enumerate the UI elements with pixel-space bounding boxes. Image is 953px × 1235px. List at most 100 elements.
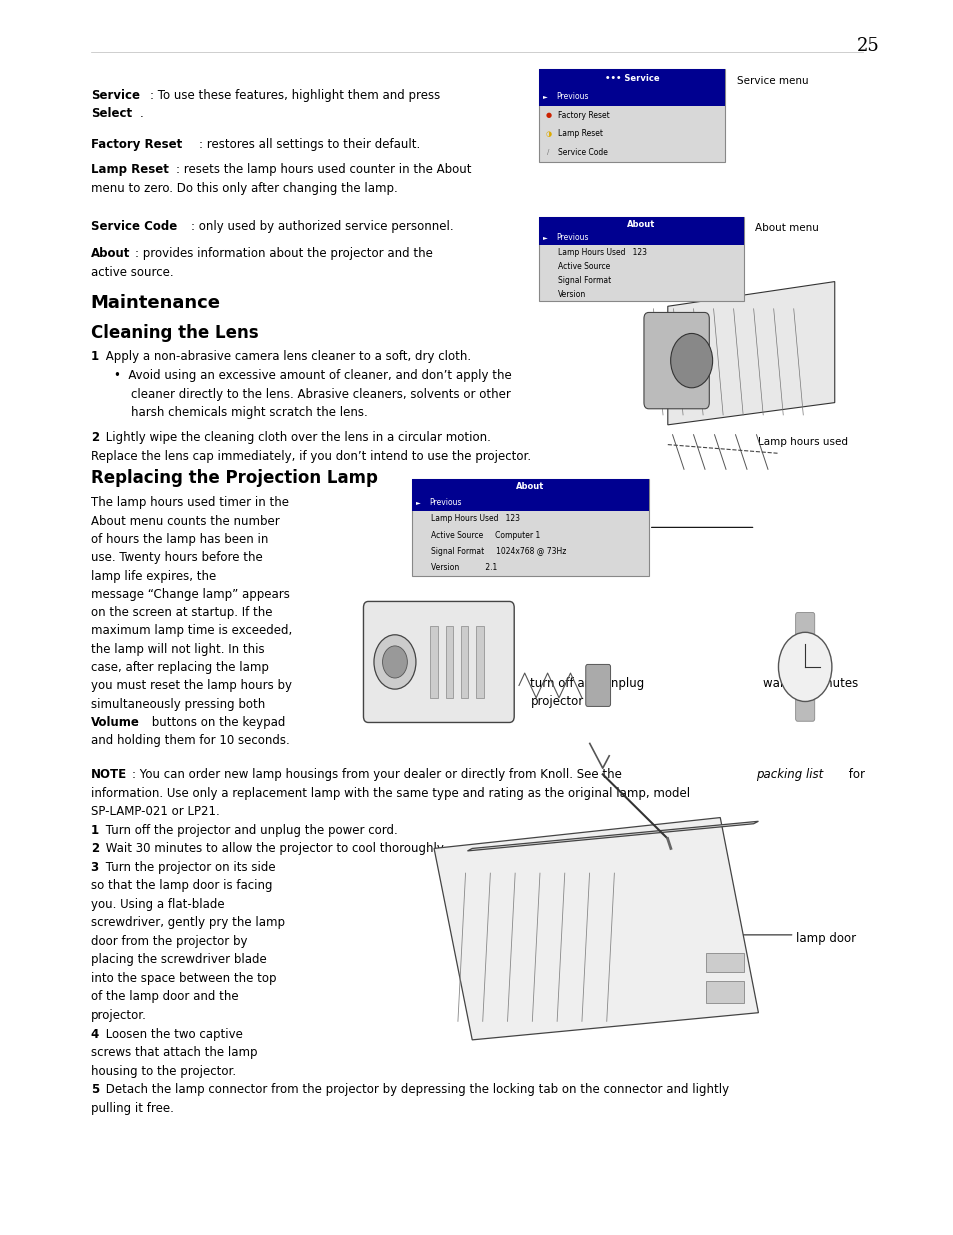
Text: Factory Reset: Factory Reset [558,110,609,120]
FancyBboxPatch shape [445,626,453,698]
Text: you must reset the lamp hours by: you must reset the lamp hours by [91,679,292,693]
Text: case, after replacing the lamp: case, after replacing the lamp [91,661,268,674]
Text: Signal Format: Signal Format [558,275,611,285]
Text: harsh chemicals might scratch the lens.: harsh chemicals might scratch the lens. [131,406,367,420]
Text: NOTE: NOTE [91,768,127,782]
Polygon shape [467,821,758,851]
Text: About: About [516,483,544,492]
Text: packing list: packing list [756,768,822,782]
Text: menu to zero. Do this only after changing the lamp.: menu to zero. Do this only after changin… [91,182,397,195]
Text: : restores all settings to their default.: : restores all settings to their default… [199,138,420,152]
Text: 5: 5 [91,1083,99,1097]
Text: Replace the lens cap immediately, if you don’t intend to use the projector.: Replace the lens cap immediately, if you… [91,450,530,463]
Text: Turn the projector on its side: Turn the projector on its side [102,861,275,874]
Text: buttons on the keypad: buttons on the keypad [148,716,285,729]
Text: Service: Service [91,89,139,103]
Text: Lamp Hours Used   123: Lamp Hours Used 123 [431,515,519,524]
FancyBboxPatch shape [538,69,724,162]
Text: : provides information about the projector and the: : provides information about the project… [134,247,432,261]
Text: active source.: active source. [91,266,173,279]
Circle shape [778,632,831,701]
FancyBboxPatch shape [538,217,743,301]
FancyBboxPatch shape [412,495,648,511]
Text: ●: ● [545,112,551,119]
Text: About menu counts the number: About menu counts the number [91,515,279,527]
Text: projector: projector [530,695,583,709]
Text: turn off and unplug: turn off and unplug [530,677,644,690]
Text: Replacing the Projection Lamp: Replacing the Projection Lamp [91,469,377,488]
Text: pulling it free.: pulling it free. [91,1102,173,1115]
Text: so that the lamp door is facing: so that the lamp door is facing [91,879,272,893]
Text: Version           2.1: Version 2.1 [431,563,497,572]
Text: and holding them for 10 seconds.: and holding them for 10 seconds. [91,734,289,747]
FancyBboxPatch shape [538,86,724,106]
Text: Factory Reset: Factory Reset [91,138,182,152]
FancyBboxPatch shape [538,217,743,231]
Text: About: About [627,220,655,228]
Text: .: . [140,107,144,121]
Text: Previous: Previous [556,233,588,242]
Text: ►: ► [542,94,547,99]
Text: into the space between the top: into the space between the top [91,972,275,986]
FancyBboxPatch shape [430,626,437,698]
Text: 1: 1 [91,350,99,363]
Text: 4: 4 [91,1028,99,1041]
Text: Lightly wipe the cleaning cloth over the lens in a circular motion.: Lightly wipe the cleaning cloth over the… [102,431,491,445]
FancyBboxPatch shape [705,981,743,1003]
Text: of hours the lamp has been in: of hours the lamp has been in [91,534,268,546]
Text: cleaner directly to the lens. Abrasive cleaners, solvents or other: cleaner directly to the lens. Abrasive c… [131,388,510,401]
Text: Turn off the projector and unplug the power cord.: Turn off the projector and unplug the po… [102,824,397,837]
Text: Lamp hours used: Lamp hours used [758,437,847,447]
Text: Lamp Reset: Lamp Reset [558,130,602,138]
Text: Previous: Previous [556,91,588,101]
Text: Wait 30 minutes to allow the projector to cool thoroughly.: Wait 30 minutes to allow the projector t… [102,842,446,856]
Polygon shape [434,818,758,1040]
Text: Version: Version [558,290,586,299]
FancyBboxPatch shape [538,69,724,86]
FancyBboxPatch shape [795,697,814,721]
Text: ◑: ◑ [545,131,551,137]
Text: ►: ► [542,236,547,241]
Text: 2: 2 [91,842,99,856]
Text: Apply a non-abrasive camera lens cleaner to a soft, dry cloth.: Apply a non-abrasive camera lens cleaner… [102,350,471,363]
Text: Volume: Volume [91,716,139,729]
FancyBboxPatch shape [643,312,709,409]
Text: of the lamp door and the: of the lamp door and the [91,990,238,1004]
Text: Lamp Reset: Lamp Reset [91,163,169,177]
Text: Service Code: Service Code [91,220,176,233]
Text: 3: 3 [91,861,99,874]
Text: projector.: projector. [91,1009,147,1023]
Text: the lamp will not light. In this: the lamp will not light. In this [91,642,264,656]
Text: About menu: About menu [754,222,818,232]
Text: Service Code: Service Code [558,148,607,157]
Polygon shape [667,282,834,425]
Text: Previous: Previous [429,498,461,508]
Text: you. Using a flat-blade: you. Using a flat-blade [91,898,224,911]
FancyBboxPatch shape [538,231,743,245]
Circle shape [670,333,712,388]
Text: Select: Select [91,107,132,121]
Text: lamp life expires, the: lamp life expires, the [91,569,215,583]
Text: : only used by authorized service personnel.: : only used by authorized service person… [191,220,453,233]
Text: •  Avoid using an excessive amount of cleaner, and don’t apply the: • Avoid using an excessive amount of cle… [114,369,512,383]
FancyBboxPatch shape [476,626,483,698]
Text: Cleaning the Lens: Cleaning the Lens [91,324,258,342]
Circle shape [374,635,416,689]
Text: Lamp Hours Used   123: Lamp Hours Used 123 [558,247,646,257]
Text: About: About [91,247,130,261]
Text: information. Use only a replacement lamp with the same type and rating as the or: information. Use only a replacement lamp… [91,787,689,800]
Text: lamp door: lamp door [795,932,855,946]
FancyBboxPatch shape [705,953,743,972]
FancyBboxPatch shape [412,479,648,576]
Text: Maintenance: Maintenance [91,294,220,312]
Text: The lamp hours used timer in the: The lamp hours used timer in the [91,496,289,510]
Text: message “Change lamp” appears: message “Change lamp” appears [91,588,289,601]
Text: 1: 1 [91,824,99,837]
FancyBboxPatch shape [585,664,610,706]
Text: Signal Format     1024x768 @ 73Hz: Signal Format 1024x768 @ 73Hz [431,547,566,556]
Text: 2: 2 [91,431,99,445]
FancyBboxPatch shape [363,601,514,722]
Text: : You can order new lamp housings from your dealer or directly from Knoll. See t: : You can order new lamp housings from y… [132,768,624,782]
FancyBboxPatch shape [795,613,814,637]
Text: maximum lamp time is exceeded,: maximum lamp time is exceeded, [91,625,292,637]
